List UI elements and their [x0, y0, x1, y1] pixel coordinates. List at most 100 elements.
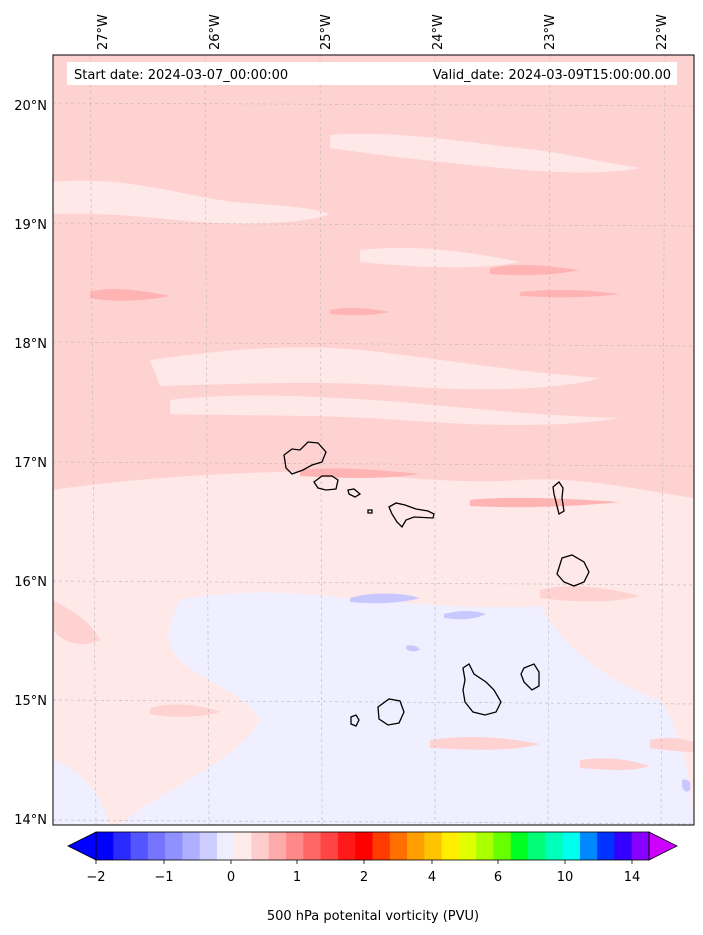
pv-light-streak: [360, 247, 520, 268]
colorbar-segment: [113, 832, 132, 860]
colorbar-over-arrow: [648, 831, 678, 861]
colorbar-segment: [597, 832, 615, 860]
colorbar-segment: [562, 832, 581, 860]
colorbar-segment: [372, 832, 391, 860]
pv-medium-streak: [330, 307, 390, 316]
pv-field: [53, 55, 694, 825]
pv-light-streak: [150, 347, 600, 390]
latitude-labels: 20°N 19°N 18°N 17°N 16°N 15°N 14°N: [14, 99, 47, 828]
colorbar-segment: [251, 832, 270, 860]
colorbar-tick-label: −1: [154, 870, 173, 885]
colorbar-segment: [165, 832, 183, 860]
colorbar-tick-label: 10: [557, 870, 574, 885]
pv-pink-patch: [540, 586, 640, 602]
pv-blue-patch: [682, 779, 691, 792]
island-branco-raso: [367, 509, 373, 514]
pv-medium-streak: [520, 289, 620, 298]
colorbar-tick-label: 14: [624, 870, 641, 885]
colorbar-segment: [424, 832, 443, 860]
colorbar-segment: [286, 832, 304, 860]
pv-blue-patch: [444, 611, 486, 620]
colorbar-segment: [528, 832, 546, 860]
lon-label-24w: 24°W: [431, 14, 446, 50]
colorbar-under-arrow: [67, 831, 97, 861]
colorbar-outline: [95, 831, 650, 861]
colorbar-ticks: [95, 860, 633, 864]
lat-label-15n: 15°N: [14, 694, 47, 709]
colorbar-segment: [320, 832, 339, 860]
pv-medium-streak: [470, 497, 620, 508]
colorbar-segments: [96, 832, 650, 860]
pv-blue-patch: [350, 593, 420, 604]
lon-label-26w: 26°W: [208, 14, 223, 50]
lat-label-17n: 17°N: [14, 456, 47, 471]
lat-label-16n: 16°N: [14, 575, 47, 590]
lon-label-22w: 22°W: [655, 14, 670, 50]
valid-date-label: Valid_date: 2024-03-09T15:00:00.00: [433, 68, 671, 83]
island-coastlines: [283, 441, 590, 727]
lat-label-19n: 19°N: [14, 218, 47, 233]
pv-left-band: [53, 600, 100, 645]
pv-left-band: [150, 704, 220, 717]
colorbar-segment: [182, 832, 201, 860]
map-frame: [52, 54, 695, 826]
colorbar-segment: [355, 832, 373, 860]
colorbar-segment: [337, 832, 356, 860]
island-fogo: [377, 698, 405, 726]
lat-label-14n: 14°N: [14, 813, 47, 828]
pv-medium-streak: [90, 289, 170, 301]
pv-light-streak: [330, 133, 640, 173]
colorbar-segment: [441, 832, 460, 860]
island-boa-vista: [556, 554, 590, 587]
colorbar-segment: [130, 832, 149, 860]
colorbar-tick-label: −2: [86, 870, 105, 885]
colorbar-tick-label: 1: [293, 870, 301, 885]
colorbar-segment: [216, 832, 235, 860]
lon-label-27w: 27°W: [96, 14, 111, 50]
colorbar-segment: [493, 832, 512, 860]
colorbar-segment: [545, 832, 564, 860]
colorbar-segment: [579, 832, 598, 860]
pv-pink-patch: [580, 758, 650, 770]
colorbar-title: 500 hPa potenital vorticity (PVU): [267, 909, 479, 924]
pv-light-streak: [53, 180, 330, 224]
colorbar-segment: [147, 832, 166, 860]
island-sao-nicolau: [388, 502, 435, 529]
island-brava: [350, 714, 360, 727]
island-santo-antao: [283, 441, 327, 475]
colorbar-tick-label: 6: [494, 870, 502, 885]
pv-blue-patch: [406, 645, 420, 652]
start-date-label: Start date: 2024-03-07_00:00:00: [74, 68, 288, 83]
lat-label-18n: 18°N: [14, 337, 47, 352]
info-box: [67, 62, 677, 85]
island-maio: [520, 663, 540, 691]
gridlines: [53, 55, 694, 825]
colorbar: −2 −1 0 1 2 4 6 10 14 500 hPa potenital …: [67, 831, 678, 924]
lon-label-23w: 23°W: [543, 14, 558, 50]
lat-label-20n: 20°N: [14, 99, 47, 114]
colorbar-segment: [631, 832, 650, 860]
island-sao-vicente: [313, 475, 339, 491]
colorbar-segment: [199, 832, 218, 860]
longitude-labels: 27°W 26°W 25°W 24°W 23°W 22°W: [96, 14, 670, 50]
pv-pale-blue-region: [120, 592, 694, 825]
colorbar-segment: [614, 832, 633, 860]
colorbar-segment: [458, 832, 477, 860]
pv-light-streak: [170, 395, 620, 425]
pv-pink-patch: [430, 737, 540, 750]
colorbar-tick-label: 2: [360, 870, 368, 885]
colorbar-segment: [96, 832, 114, 860]
pv-pink-patch: [650, 737, 694, 752]
colorbar-segment: [268, 832, 287, 860]
colorbar-segment: [389, 832, 408, 860]
colorbar-tick-label: 0: [227, 870, 235, 885]
colorbar-segment: [234, 832, 253, 860]
island-santa-luzia: [347, 488, 362, 498]
colorbar-segment: [510, 832, 529, 860]
pv-medium-streak: [490, 264, 580, 276]
colorbar-segment: [303, 832, 322, 860]
pv-pale-blue-region: [53, 760, 110, 825]
colorbar-segment: [476, 832, 494, 860]
lon-label-25w: 25°W: [319, 14, 334, 50]
